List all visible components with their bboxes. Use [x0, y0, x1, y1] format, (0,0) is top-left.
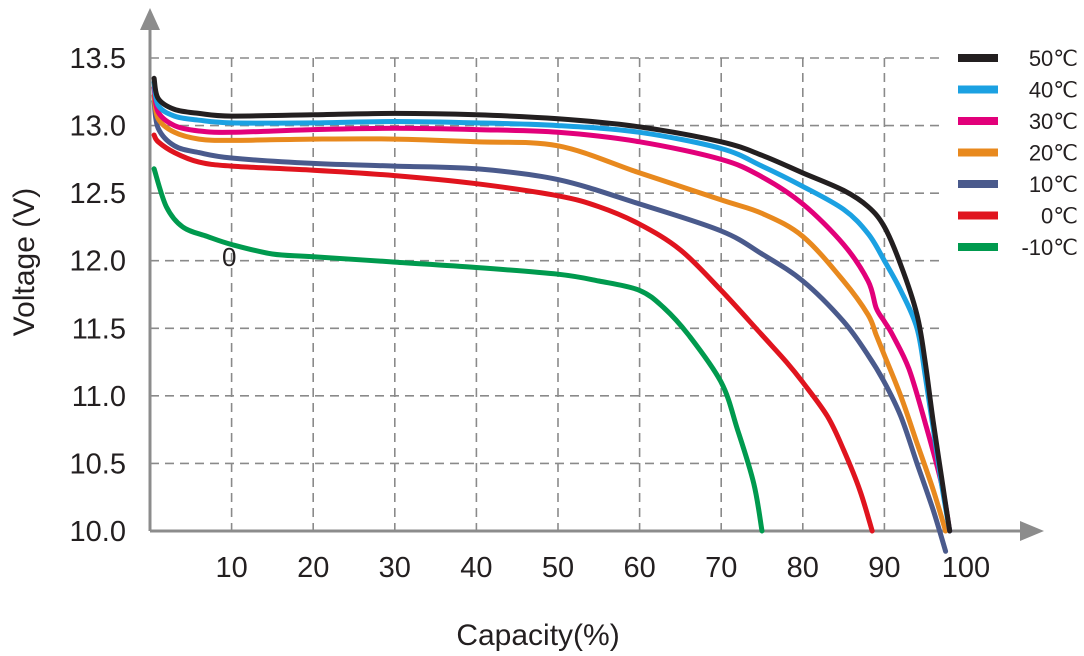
x-tick-label: 10: [215, 552, 247, 584]
x-axis-arrow: [1020, 521, 1044, 541]
x-tick-label: 20: [297, 552, 329, 584]
legend-label: 10℃: [1029, 172, 1078, 197]
x-tick-label: 30: [379, 552, 411, 584]
x-tick-label: 60: [623, 552, 655, 584]
legend-swatch: [958, 85, 998, 94]
legend: 50℃ 40℃ 30℃ 20℃ 10℃ 0℃ -10℃: [958, 46, 1078, 260]
series-line: [151, 75, 953, 534]
series-line: [151, 98, 949, 554]
y-tick-label: 11.5: [72, 313, 126, 345]
legend-label: 50℃: [1029, 46, 1078, 71]
legend-swatch: [958, 54, 998, 62]
legend-swatch: [958, 117, 998, 125]
y-tick-label: 13.0: [70, 111, 126, 143]
x-axis-title: Capacity(%): [456, 619, 619, 652]
legend-label: 20℃: [1029, 141, 1078, 166]
y-axis-title: Voltage (V): [8, 188, 41, 336]
legend-label: 0℃: [1041, 204, 1078, 229]
series-line: [151, 93, 949, 534]
legend-label: 40℃: [1029, 78, 1078, 103]
x-tick-label: 40: [460, 552, 492, 584]
y-tick-label: 11.0: [72, 381, 126, 413]
x-tick-label: 90: [868, 552, 900, 584]
y-axis-arrow: [140, 8, 160, 30]
x-tick-label: 80: [787, 552, 819, 584]
legend-label: 30℃: [1029, 109, 1078, 134]
x-tick-label: 70: [705, 552, 737, 584]
series-line: [151, 166, 765, 534]
axes: [140, 8, 1044, 541]
x-tick-label: 100: [942, 552, 990, 584]
legend-swatch: [958, 180, 998, 188]
y-tick-label: 12.5: [70, 178, 126, 210]
y-tick-label: 10.0: [70, 516, 126, 548]
tick-labels: 10.0 10.5 11.0 11.5 12.0 12.5 13.0 13.5 10 20 30 40…: [70, 43, 991, 584]
y-tick-label: 10.5: [70, 448, 126, 480]
series-line: [151, 132, 875, 534]
y-tick-label: 13.5: [70, 43, 126, 75]
stray-mark: 0: [222, 242, 236, 272]
series-line: [151, 85, 953, 534]
legend-swatch: [958, 211, 998, 220]
legend-swatch: [958, 148, 998, 157]
legend-label: -10℃: [1021, 235, 1078, 260]
legend-swatch: [958, 243, 998, 251]
series-layer: [151, 75, 953, 554]
x-tick-label: 50: [542, 552, 574, 584]
y-tick-label: 12.0: [70, 246, 126, 278]
